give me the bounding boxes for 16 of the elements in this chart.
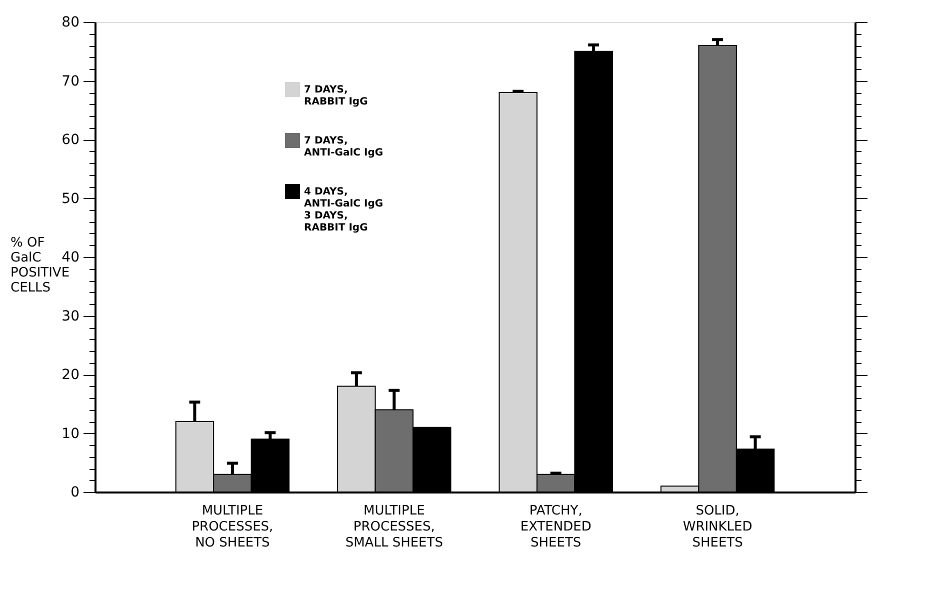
y-tick-label: 30 xyxy=(62,308,80,324)
y-tick-label: 80 xyxy=(62,14,80,30)
x-tick-label: PATCHY, EXTENDED SHEETS xyxy=(520,504,592,550)
y-tick-label: 60 xyxy=(62,132,80,148)
y-tick-label: 10 xyxy=(62,426,80,442)
y-tick-label: 40 xyxy=(62,250,80,266)
legend-label: 4 DAYS, ANTI-GalC IgG 3 DAYS, RABBIT IgG xyxy=(304,186,384,234)
legend-label: 7 DAYS, RABBIT IgG xyxy=(304,84,368,108)
y-tick-label: 0 xyxy=(70,484,80,500)
legend-label: 7 DAYS, ANTI-GalC IgG xyxy=(304,136,384,158)
x-tick-label: SOLID, WRINKLED SHEETS xyxy=(682,504,752,550)
x-tick-label: MULTIPLE PROCESSES, NO SHEETS xyxy=(192,504,274,550)
x-tick-label: MULTIPLE PROCESSES, SMALL SHEETS xyxy=(345,504,443,550)
y-tick-label: 20 xyxy=(62,367,80,383)
y-tick-label: 70 xyxy=(62,73,80,90)
y-tick-label: 50 xyxy=(62,190,80,207)
